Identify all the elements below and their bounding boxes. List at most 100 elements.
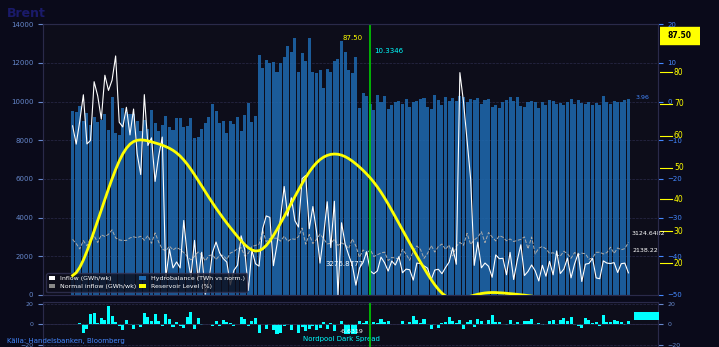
- Bar: [157, 321, 160, 324]
- Bar: [214, 321, 218, 324]
- Bar: [613, 101, 615, 295]
- Bar: [143, 120, 146, 295]
- Bar: [380, 102, 383, 295]
- Bar: [605, 102, 608, 295]
- Bar: [283, 324, 285, 326]
- Bar: [182, 127, 186, 295]
- Bar: [627, 100, 630, 295]
- Text: 60: 60: [674, 131, 684, 140]
- Bar: [354, 324, 357, 343]
- Bar: [602, 96, 605, 295]
- Bar: [551, 320, 554, 324]
- Bar: [609, 322, 612, 324]
- Bar: [100, 120, 103, 295]
- Bar: [218, 123, 221, 295]
- Bar: [541, 102, 544, 295]
- Bar: [132, 324, 135, 329]
- Bar: [516, 322, 519, 324]
- Bar: [487, 99, 490, 295]
- Bar: [336, 59, 339, 295]
- Bar: [369, 104, 372, 295]
- Bar: [476, 319, 480, 324]
- Bar: [623, 100, 626, 295]
- Bar: [104, 320, 106, 324]
- Bar: [168, 127, 171, 295]
- Bar: [455, 323, 458, 324]
- Bar: [376, 95, 379, 295]
- Text: -6.6319: -6.6319: [339, 329, 363, 334]
- Bar: [154, 122, 157, 295]
- Bar: [530, 319, 533, 324]
- Bar: [472, 100, 476, 295]
- Bar: [189, 312, 193, 324]
- Bar: [71, 111, 74, 295]
- Bar: [398, 101, 400, 295]
- Bar: [494, 322, 498, 324]
- Bar: [526, 102, 529, 295]
- Bar: [591, 323, 594, 324]
- Bar: [434, 95, 436, 295]
- Bar: [605, 322, 608, 324]
- Bar: [214, 111, 218, 295]
- Bar: [96, 122, 99, 295]
- Bar: [512, 101, 516, 295]
- Bar: [620, 102, 623, 295]
- Bar: [548, 321, 551, 324]
- Bar: [165, 116, 168, 295]
- Bar: [598, 105, 601, 295]
- Bar: [257, 55, 260, 295]
- Bar: [122, 324, 124, 330]
- Bar: [221, 320, 225, 324]
- Bar: [211, 324, 214, 326]
- Bar: [283, 57, 285, 295]
- Bar: [452, 321, 454, 324]
- Bar: [465, 102, 469, 295]
- Bar: [376, 323, 379, 324]
- Bar: [193, 324, 196, 329]
- Bar: [239, 318, 243, 324]
- Bar: [555, 104, 558, 295]
- Bar: [537, 108, 540, 295]
- Bar: [555, 324, 558, 325]
- Text: Nordpool Dark Spread: Nordpool Dark Spread: [303, 336, 380, 342]
- Bar: [311, 72, 314, 295]
- Bar: [372, 322, 375, 324]
- Bar: [196, 319, 200, 324]
- Text: 30: 30: [674, 227, 684, 236]
- Bar: [301, 53, 303, 295]
- Bar: [490, 315, 494, 324]
- Bar: [401, 104, 404, 295]
- Bar: [265, 60, 267, 295]
- Bar: [372, 110, 375, 295]
- Text: 6.6319: 6.6319: [636, 314, 657, 319]
- Bar: [501, 102, 505, 295]
- Bar: [211, 104, 214, 295]
- Bar: [172, 130, 175, 295]
- Bar: [286, 324, 289, 325]
- Bar: [487, 320, 490, 324]
- Bar: [165, 314, 168, 324]
- Bar: [519, 105, 523, 295]
- Bar: [275, 324, 278, 334]
- Bar: [613, 320, 615, 324]
- Text: 10.3346: 10.3346: [374, 48, 403, 54]
- Bar: [462, 324, 465, 329]
- Text: Källa: Handelsbanken, Bloomberg: Källa: Handelsbanken, Bloomberg: [7, 338, 125, 344]
- Bar: [340, 41, 343, 295]
- Bar: [462, 96, 465, 295]
- Bar: [537, 323, 540, 324]
- Bar: [265, 324, 267, 329]
- Bar: [423, 319, 426, 324]
- Bar: [272, 62, 275, 295]
- Bar: [218, 324, 221, 325]
- Bar: [122, 108, 124, 295]
- Text: 40: 40: [674, 195, 684, 204]
- Bar: [308, 324, 311, 329]
- Bar: [623, 324, 626, 325]
- Bar: [82, 324, 85, 333]
- Bar: [100, 319, 103, 324]
- Bar: [75, 111, 78, 295]
- Bar: [569, 316, 572, 324]
- Bar: [186, 316, 189, 324]
- Bar: [96, 323, 99, 324]
